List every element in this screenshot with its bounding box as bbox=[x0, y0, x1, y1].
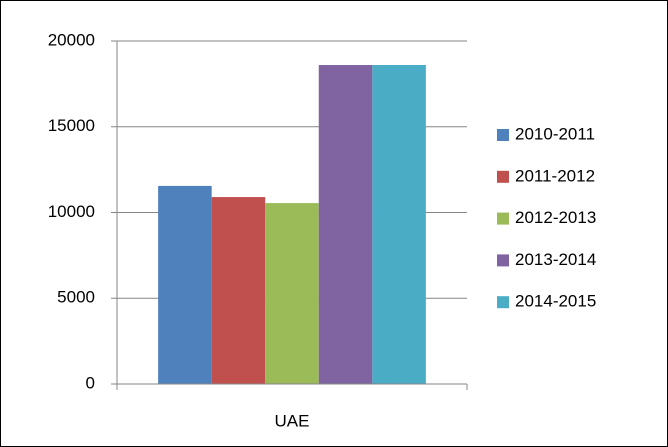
y-tick-label: 5000 bbox=[57, 288, 95, 307]
legend-label: 2014-2015 bbox=[515, 292, 596, 311]
legend-label: 2011-2012 bbox=[515, 166, 595, 185]
legend-swatch bbox=[497, 296, 509, 309]
bar bbox=[372, 65, 426, 384]
y-tick-label: 15000 bbox=[48, 116, 95, 135]
legend-swatch bbox=[497, 254, 509, 267]
bar bbox=[158, 185, 212, 384]
legend-swatch bbox=[497, 129, 509, 141]
legend-label: 2013-2014 bbox=[515, 250, 596, 269]
bar bbox=[211, 197, 266, 384]
bar bbox=[318, 65, 373, 384]
bar bbox=[265, 203, 319, 384]
legend-swatch bbox=[497, 170, 509, 183]
y-tick-label: 0 bbox=[86, 373, 95, 392]
legend-label: 2010-2011 bbox=[515, 124, 595, 143]
x-tick-label: UAE bbox=[275, 411, 310, 430]
legend-label: 2012-2013 bbox=[515, 208, 596, 227]
y-tick-label: 10000 bbox=[48, 202, 95, 221]
legend-swatch bbox=[497, 212, 509, 225]
y-tick-label: 20000 bbox=[48, 30, 95, 49]
